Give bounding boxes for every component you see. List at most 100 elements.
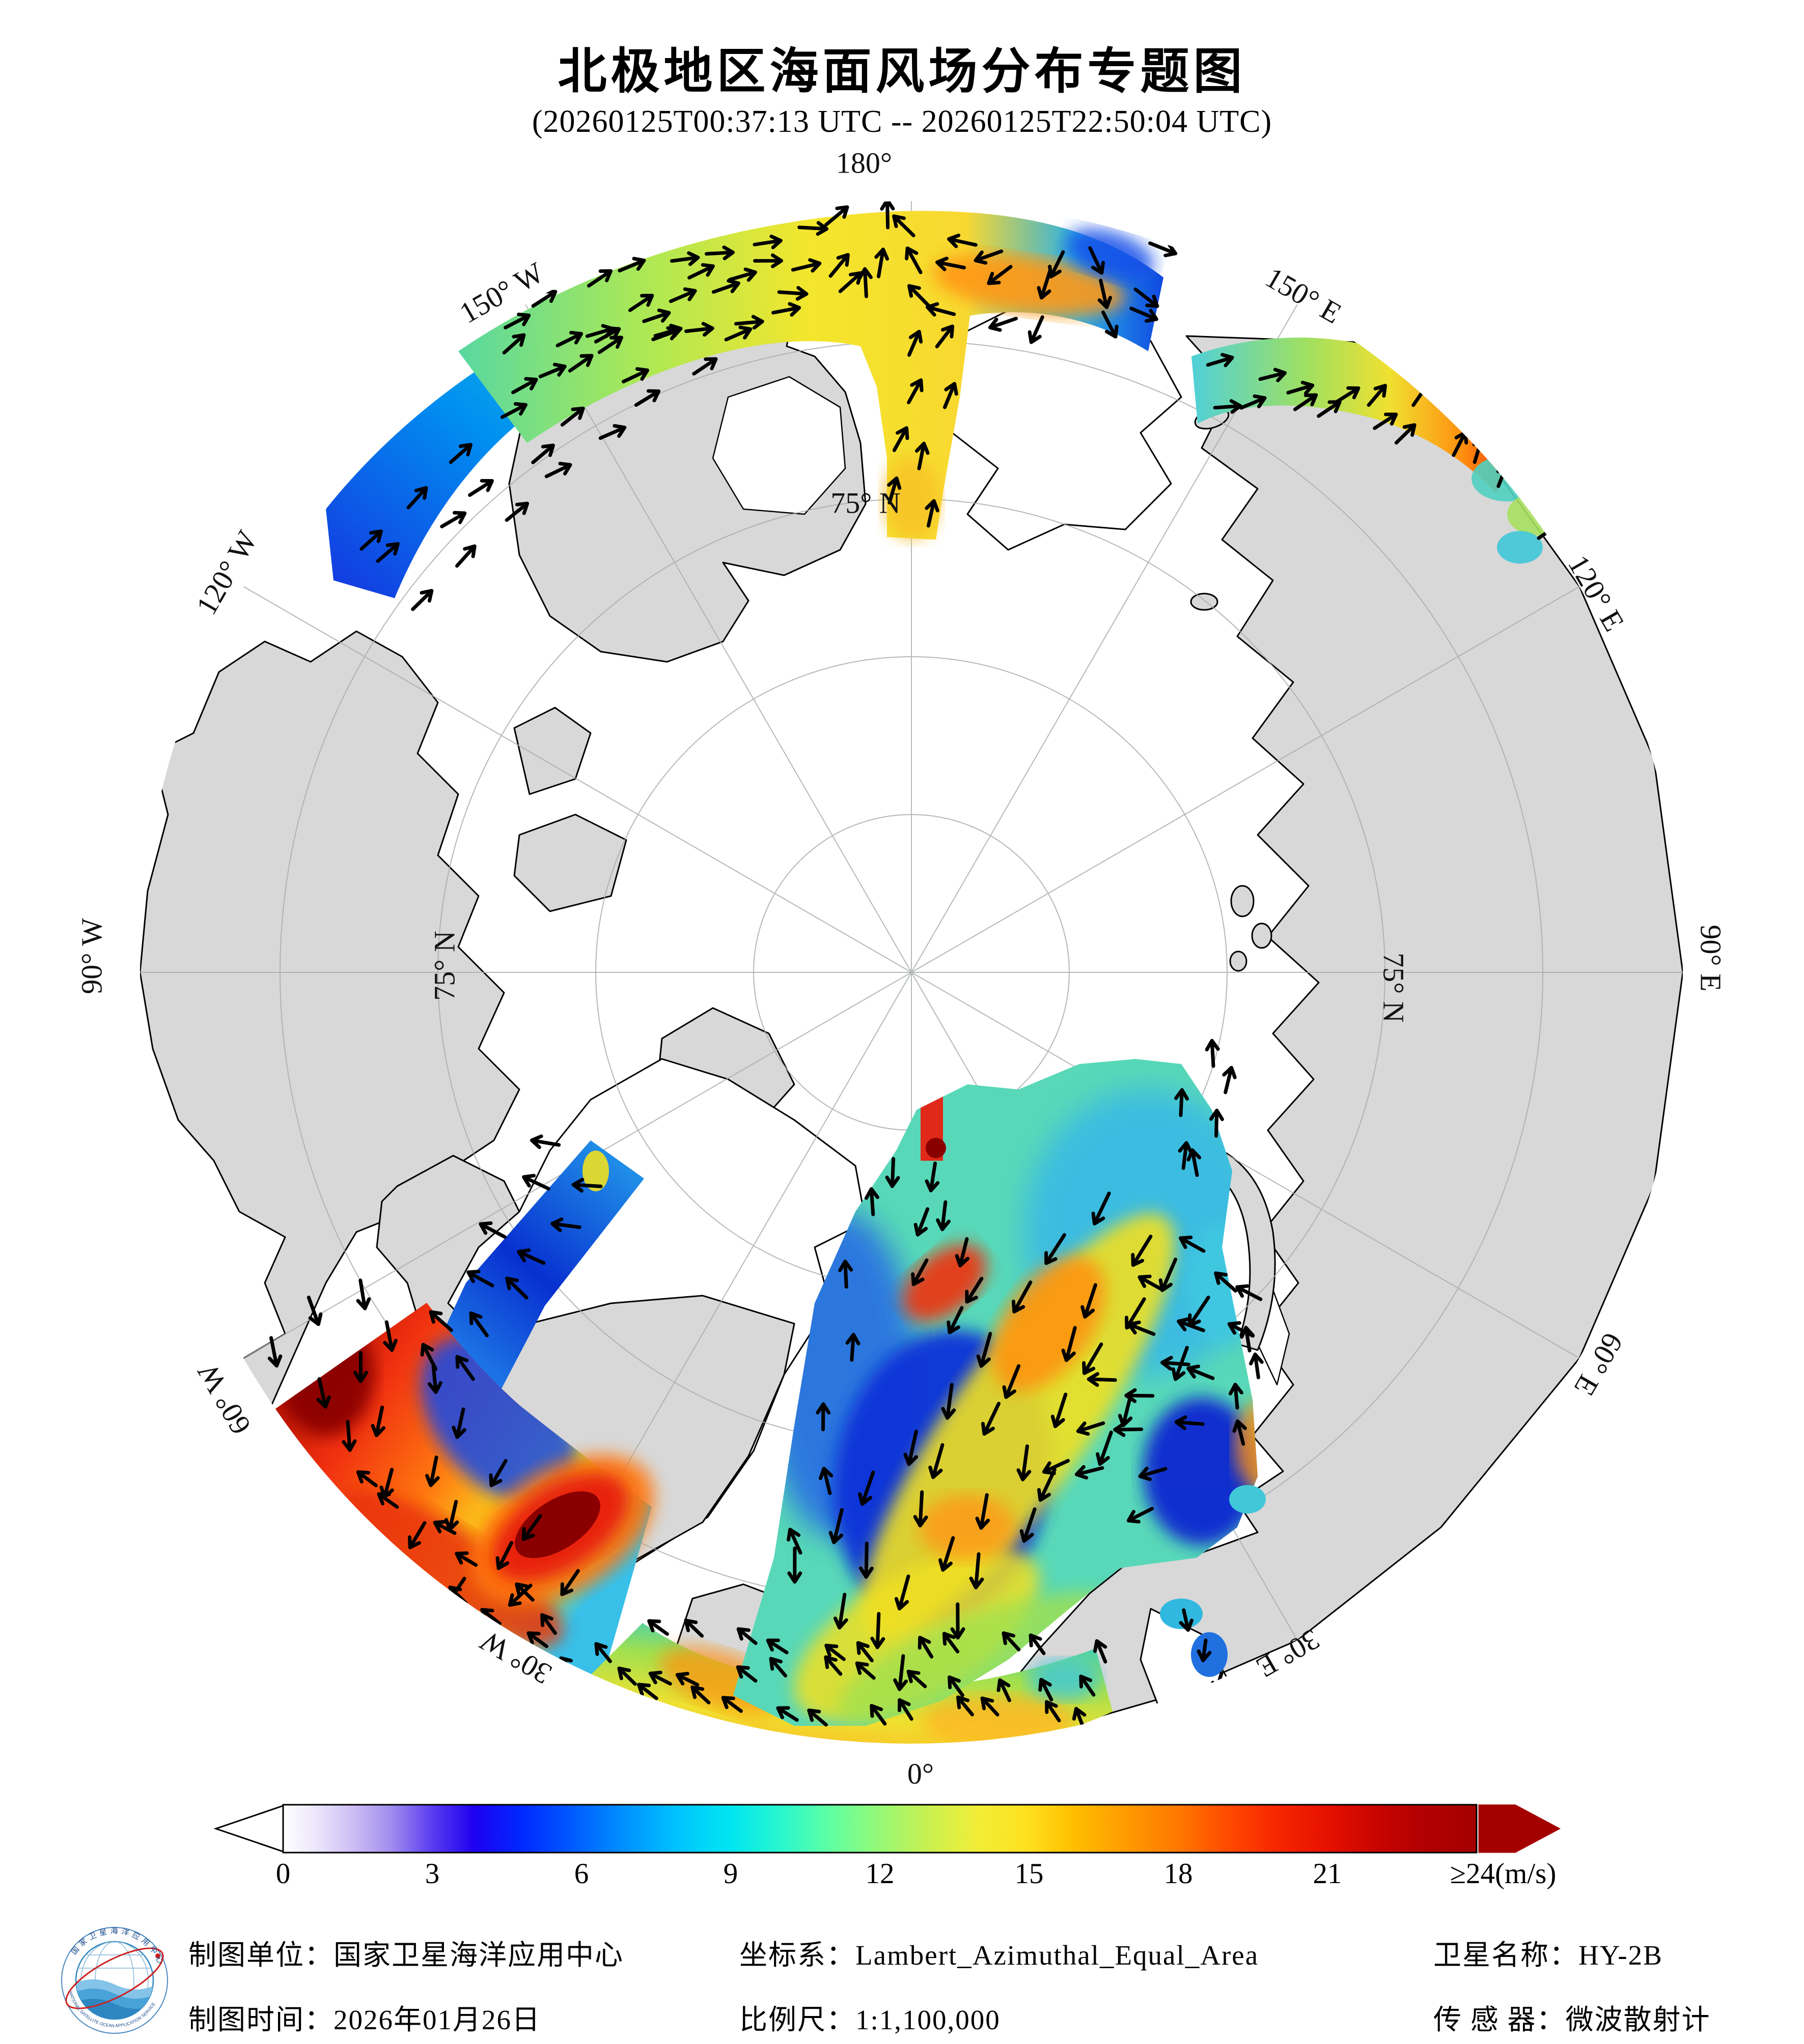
wind-arrow: [1002, 1364, 1021, 1399]
wind-arrow: [342, 1420, 357, 1452]
wind-arrow: [1096, 1431, 1113, 1466]
wind-arrow: [455, 1551, 478, 1567]
wind-arrow: [769, 1657, 788, 1678]
wind-arrow: [1019, 1507, 1037, 1543]
wind-arrow: [988, 317, 1018, 332]
wind-arrow: [1394, 423, 1417, 445]
colorbar-tick: 18: [1163, 1858, 1193, 1890]
wind-arrow: [969, 1552, 984, 1589]
wind-arrow: [594, 1642, 612, 1663]
wind-arrow: [587, 269, 613, 288]
colorbar-tick: 3: [425, 1858, 440, 1890]
wind-arrow: [858, 1470, 875, 1506]
wind-arrow: [651, 326, 680, 342]
wind-arrow: [540, 1613, 557, 1635]
colorbar-underflow-arrow: [213, 1804, 284, 1853]
wind-arrow: [634, 389, 661, 407]
wind-arrow: [874, 247, 890, 278]
time-range: (20260125T00:37:13 UTC -- 20260125T22:50…: [532, 104, 1272, 139]
colorbar-tick: 0: [275, 1858, 291, 1890]
wind-arrow: [469, 1311, 489, 1337]
wind-arrow: [894, 1574, 910, 1611]
wind-arrow: [1016, 1444, 1032, 1481]
wind-arrow: [976, 1332, 992, 1368]
wind-arrow: [1235, 1284, 1263, 1301]
wind-arrow: [364, 1539, 387, 1555]
wind-arrow: [1249, 1352, 1264, 1380]
wind-arrow: [1079, 1674, 1096, 1697]
wind-arrow: [684, 322, 714, 337]
footer-org: 制图单位：国家卫星海洋应用中心: [188, 1940, 624, 1971]
wind-arrow: [1239, 394, 1267, 410]
wind-arrow: [1293, 393, 1318, 411]
wind-arrow: [914, 441, 930, 470]
wind-arrow: [776, 1706, 799, 1722]
wind-arrow: [845, 1333, 861, 1362]
wind-arrow: [585, 324, 615, 339]
wind-arrow: [887, 476, 902, 505]
wind-arrow: [1129, 306, 1158, 323]
wind-arrow: [856, 1641, 874, 1663]
wind-arrow: [1087, 1372, 1117, 1387]
wind-arrow: [1174, 1088, 1189, 1117]
footer-satellite: 卫星名称：HY-2B: [1433, 1940, 1663, 1971]
graticule-label: 180°: [836, 146, 893, 180]
wind-arrow: [833, 1592, 848, 1630]
wind-arrow: [1205, 1039, 1220, 1068]
wind-arrow: [1028, 315, 1044, 344]
wind-arrow: [753, 253, 783, 268]
wind-arrow: [371, 1406, 386, 1437]
wind-arrow: [468, 479, 494, 497]
wind-arrow: [411, 589, 434, 611]
wind-arrow: [1082, 1342, 1103, 1375]
wind-arrow: [1124, 1388, 1155, 1403]
wind-arrow: [870, 1612, 885, 1649]
wind-arrow: [522, 1173, 550, 1191]
wind-arrow: [1160, 1356, 1190, 1371]
wind-arrow: [771, 302, 801, 317]
wind-arrow: [947, 233, 978, 248]
wind-arrow: [1097, 278, 1113, 310]
wind-arrow: [511, 377, 538, 395]
wind-arrow: [787, 1527, 802, 1555]
wind-arrow: [838, 1259, 853, 1289]
wind-arrow: [267, 1336, 283, 1368]
wind-arrow: [828, 253, 850, 278]
logo-orbit: [65, 1947, 164, 2009]
wind-arrow: [928, 1443, 945, 1479]
wind-arrow: [1178, 1141, 1193, 1170]
island-severnaya-3: [1229, 950, 1247, 972]
wind-arrow: [1488, 390, 1506, 415]
footer-crs: 坐标系：Lambert_Azimuthal_Equal_Area: [739, 1940, 1259, 1971]
wind-arrow: [1133, 287, 1159, 308]
wind-arrow: [1179, 1236, 1206, 1253]
colorbar: [213, 1804, 1561, 1854]
graticule-label: 75° N: [1377, 953, 1410, 1023]
wind-arrow: [858, 1542, 874, 1579]
colorbar-tick: 15: [1014, 1858, 1044, 1890]
wind-arrow: [1179, 1608, 1194, 1632]
wind-arrow: [797, 221, 829, 236]
wind-arrow: [1091, 1191, 1111, 1226]
wind-arrow: [911, 1258, 929, 1286]
wind-arrow: [1044, 1233, 1066, 1265]
wind-arrow: [1197, 1638, 1212, 1663]
land-canada: [140, 630, 520, 1442]
wind-arrow: [913, 1490, 928, 1528]
colorbar-tick: 6: [574, 1858, 589, 1890]
island-novaya-zemlya: [1208, 1150, 1276, 1351]
wind-arrow: [736, 1665, 758, 1683]
wind-arrow: [556, 330, 584, 348]
wind-arrow: [905, 246, 923, 274]
logo-satellite: [155, 1953, 160, 1958]
wind-arrow: [505, 501, 530, 522]
wind-arrow: [948, 1675, 964, 1697]
wind-arrow: [1213, 399, 1242, 414]
wind-arrow: [408, 1521, 427, 1550]
wind-arrow: [526, 1631, 548, 1648]
wind-arrow: [636, 1683, 658, 1700]
wind-arrow: [728, 267, 757, 282]
wind-arrow: [1093, 1639, 1107, 1664]
